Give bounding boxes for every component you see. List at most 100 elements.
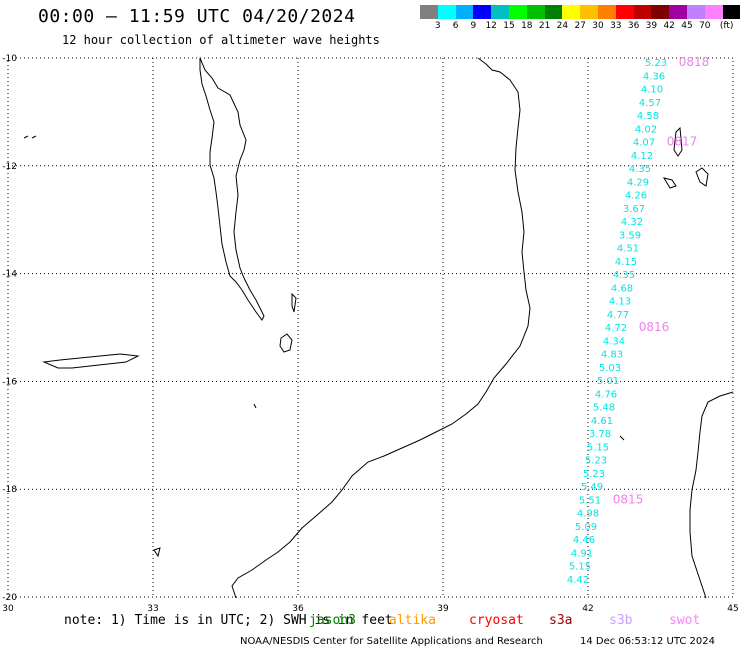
wave-height-reading: 4.91 bbox=[571, 548, 593, 559]
lat-lon-grid bbox=[7, 57, 734, 598]
latitude-label: -20 bbox=[2, 593, 17, 603]
generated-timestamp: 14 Dec 06:53:12 UTC 2024 bbox=[580, 636, 715, 647]
wave-height-reading: 4.26 bbox=[625, 191, 647, 202]
legend-swatch bbox=[562, 5, 581, 19]
legend-label: 33 bbox=[610, 21, 622, 31]
satellite-label-altika: altika bbox=[389, 613, 436, 628]
coastline-segment bbox=[673, 126, 683, 157]
pass-time-label: 0815 bbox=[613, 492, 644, 506]
wave-height-reading: 4.57 bbox=[639, 98, 661, 109]
wave-height-reading: 4.29 bbox=[627, 177, 649, 188]
legend-swatch bbox=[615, 5, 634, 19]
legend-color-bar bbox=[420, 5, 740, 19]
wave-height-reading: 4.58 bbox=[637, 111, 659, 122]
wave-height-reading: 5.23 bbox=[583, 469, 605, 480]
longitude-label: 42 bbox=[582, 604, 593, 614]
latitude-label: -18 bbox=[2, 485, 17, 495]
satellite-label-s3b: s3b bbox=[609, 613, 633, 628]
legend-swatch bbox=[544, 5, 563, 19]
credit-line: NOAA/NESDIS Center for Satellite Applica… bbox=[240, 636, 715, 647]
wave-height-reading: 4.12 bbox=[631, 151, 653, 162]
pass-time-label: 0818 bbox=[679, 55, 710, 69]
legend-label: 36 bbox=[627, 21, 640, 31]
longitude-label: 30 bbox=[2, 604, 14, 614]
legend-swatch bbox=[473, 5, 492, 19]
legend-swatch bbox=[686, 5, 705, 19]
wave-height-reading: 4.68 bbox=[611, 283, 633, 294]
wave-height-reading: 4.34 bbox=[603, 336, 625, 347]
wave-height-reading: 4.72 bbox=[605, 323, 627, 334]
legend-swatch bbox=[455, 5, 474, 19]
wave-height-reading: 5.48 bbox=[593, 403, 615, 414]
map-subtitle: 12 hour collection of altimeter wave hei… bbox=[62, 33, 380, 47]
legend-swatch bbox=[580, 5, 598, 19]
wave-height-reading: 4.36 bbox=[643, 71, 665, 82]
legend-label: 6 bbox=[452, 21, 459, 31]
legend-label: (ft) bbox=[719, 21, 734, 31]
wave-height-reading: 5.03 bbox=[599, 363, 621, 374]
legend-swatch bbox=[437, 5, 456, 19]
pass-time-label: 0817 bbox=[667, 135, 698, 149]
coastline-segment bbox=[619, 435, 625, 441]
legend-swatch bbox=[526, 5, 545, 19]
wave-height-reading: 4.77 bbox=[607, 310, 629, 321]
legend-swatch bbox=[420, 5, 438, 19]
legend-swatch bbox=[722, 5, 740, 19]
wave-height-reading: 5.23 bbox=[645, 58, 667, 69]
wave-height-reading: 5.01 bbox=[597, 376, 619, 387]
wave-height-reading: 5.15 bbox=[569, 562, 591, 573]
wave-height-reading: 4.76 bbox=[595, 389, 617, 400]
legend-label: 3 bbox=[434, 21, 441, 31]
wave-height-reading: 4.15 bbox=[615, 257, 637, 268]
legend-labels: 3 6 9 12 15 18 21 24 27 30 33 36 39 42 45 70 (ft) bbox=[420, 19, 740, 31]
wave-height-reading: 5.09 bbox=[575, 522, 597, 533]
wave-height-legend: 3 6 9 12 15 18 21 24 27 30 33 36 39 42 45 70 (ft) bbox=[420, 5, 740, 31]
wave-height-reading: 3.78 bbox=[589, 429, 611, 440]
map-title: 00:00 – 11:59 UTC 04/20/2024 bbox=[38, 6, 356, 27]
wave-height-reading: 4.83 bbox=[601, 350, 623, 361]
legend-label: 70 bbox=[699, 21, 711, 31]
legend-swatch bbox=[597, 5, 616, 19]
legend-swatch bbox=[491, 5, 509, 19]
legend-swatch bbox=[651, 5, 670, 19]
coastline-segment bbox=[291, 292, 297, 313]
wave-height-reading: 4.51 bbox=[617, 244, 639, 255]
latitude-label: -10 bbox=[2, 54, 17, 64]
satellite-label-s3a: s3a bbox=[549, 613, 573, 628]
wave-height-reading: 4.42 bbox=[567, 575, 589, 586]
legend-label: 9 bbox=[470, 21, 477, 31]
latitude-label: -14 bbox=[2, 270, 17, 280]
legend-label: 27 bbox=[574, 21, 586, 31]
latitude-label: -12 bbox=[2, 162, 17, 172]
legend-label: 18 bbox=[521, 21, 533, 31]
legend-label: 15 bbox=[503, 21, 515, 31]
satellite-label-swot: swot bbox=[669, 613, 701, 628]
coastline-segment bbox=[253, 403, 257, 409]
note-text: note: 1) Time is in UTC; 2) SWH is in fe… bbox=[64, 613, 393, 628]
legend-label: 24 bbox=[556, 21, 569, 31]
coastline bbox=[23, 57, 734, 599]
legend-label: 21 bbox=[538, 21, 551, 31]
wave-height-reading: 3.67 bbox=[623, 204, 645, 215]
wave-height-reading: 5.23 bbox=[585, 456, 607, 467]
satellite-label-cryosat: cryosat bbox=[469, 613, 524, 628]
coastline-segment bbox=[153, 547, 161, 558]
coastline-segment bbox=[279, 333, 293, 353]
legend-swatch bbox=[669, 5, 687, 19]
wave-height-reading: 5.15 bbox=[587, 442, 609, 453]
legend-label: 42 bbox=[663, 21, 675, 31]
longitude-label: 45 bbox=[727, 604, 738, 614]
longitude-label: 36 bbox=[292, 604, 304, 614]
wave-height-reading: 4.35 bbox=[613, 270, 635, 281]
pass-time-label: 0816 bbox=[639, 320, 670, 334]
wave-height-reading: 3.59 bbox=[619, 230, 641, 241]
wave-height-reading: 4.32 bbox=[621, 217, 643, 228]
legend-label: 30 bbox=[592, 21, 604, 31]
legend-swatch bbox=[704, 5, 723, 19]
wave-height-reading: 4.46 bbox=[573, 535, 595, 546]
coastline-segment bbox=[689, 391, 734, 599]
coastline-segment bbox=[695, 167, 709, 187]
longitude-label: 33 bbox=[147, 604, 158, 614]
